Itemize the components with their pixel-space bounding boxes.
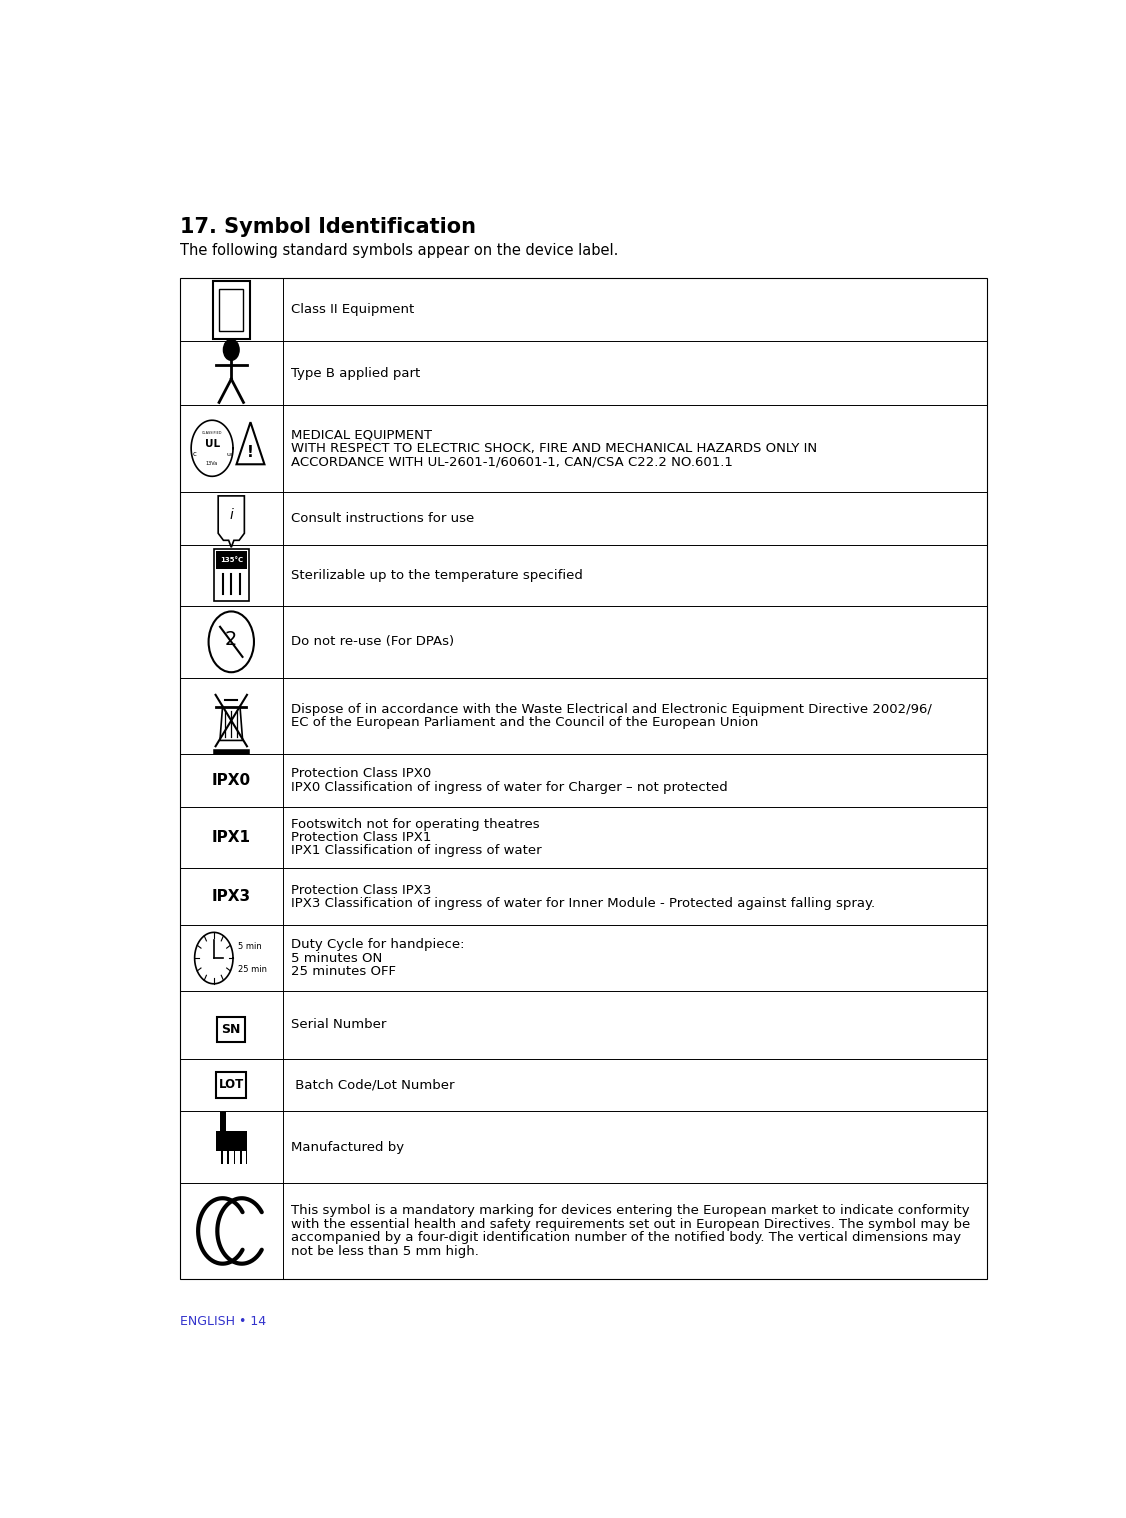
Circle shape — [223, 340, 239, 360]
Text: Protection Class IPX3: Protection Class IPX3 — [292, 883, 431, 897]
Text: Serial Number: Serial Number — [292, 1019, 386, 1031]
Bar — [235, 1151, 240, 1164]
Text: not be less than 5 mm high.: not be less than 5 mm high. — [292, 1245, 480, 1257]
Bar — [220, 288, 243, 331]
Text: Dispose of in accordance with the Waste Electrical and Electronic Equipment Dire: Dispose of in accordance with the Waste … — [292, 703, 932, 715]
Text: Manufactured by: Manufactured by — [292, 1142, 404, 1154]
Text: IPX3: IPX3 — [212, 890, 251, 905]
Bar — [216, 1072, 247, 1098]
Bar — [223, 1151, 227, 1164]
Text: 17. Symbol Identification: 17. Symbol Identification — [180, 217, 476, 237]
Bar — [215, 551, 247, 569]
Text: MEDICAL EQUIPMENT: MEDICAL EQUIPMENT — [292, 428, 432, 442]
Text: Protection Class IPX1: Protection Class IPX1 — [292, 830, 431, 844]
Text: ACCORDANCE WITH UL-2601-1/60601-1, CAN/CSA C22.2 NO.601.1: ACCORDANCE WITH UL-2601-1/60601-1, CAN/C… — [292, 455, 733, 468]
Text: Footswitch not for operating theatres: Footswitch not for operating theatres — [292, 818, 539, 830]
Text: Type B applied part: Type B applied part — [292, 367, 420, 380]
Text: 2: 2 — [225, 630, 238, 650]
Text: 5 min: 5 min — [239, 941, 262, 950]
Text: c: c — [193, 451, 196, 457]
Text: Duty Cycle for handpiece:: Duty Cycle for handpiece: — [292, 938, 465, 952]
Text: CLASSIFIED: CLASSIFIED — [202, 431, 222, 434]
Text: us: us — [226, 452, 233, 457]
Text: ENGLISH • 14: ENGLISH • 14 — [180, 1315, 266, 1328]
Bar — [213, 281, 250, 339]
Text: i: i — [230, 507, 233, 522]
Bar — [242, 1151, 247, 1164]
Text: The following standard symbols appear on the device label.: The following standard symbols appear on… — [180, 243, 618, 258]
Text: !: ! — [247, 445, 253, 460]
Text: 13Va: 13Va — [206, 461, 218, 466]
Text: IPX1: IPX1 — [212, 830, 251, 846]
Text: LOT: LOT — [218, 1078, 244, 1091]
Text: accompanied by a four-digit identification number of the notified body. The vert: accompanied by a four-digit identificati… — [292, 1231, 962, 1245]
Text: IPX0 Classification of ingress of water for Charger – not protected: IPX0 Classification of ingress of water … — [292, 780, 729, 794]
Text: SN: SN — [222, 1023, 241, 1035]
Text: IPX0: IPX0 — [212, 773, 251, 788]
Bar — [217, 1017, 245, 1043]
Text: 25 min: 25 min — [239, 965, 267, 975]
Text: Do not re-use (For DPAs): Do not re-use (For DPAs) — [292, 636, 455, 648]
Text: UL: UL — [205, 439, 220, 449]
Bar — [229, 1151, 233, 1164]
Bar — [216, 1151, 221, 1164]
Text: 25 minutes OFF: 25 minutes OFF — [292, 965, 396, 978]
Text: This symbol is a mandatory marking for devices entering the European market to i: This symbol is a mandatory marking for d… — [292, 1204, 969, 1217]
Text: EC of the European Parliament and the Council of the European Union: EC of the European Parliament and the Co… — [292, 716, 759, 729]
Text: Sterilizable up to the temperature specified: Sterilizable up to the temperature speci… — [292, 569, 583, 581]
Text: Class II Equipment: Class II Equipment — [292, 304, 414, 316]
Text: with the essential health and safety requirements set out in European Directives: with the essential health and safety req… — [292, 1217, 971, 1231]
Text: Batch Code/Lot Number: Batch Code/Lot Number — [292, 1078, 455, 1091]
Bar — [180, 278, 988, 1278]
Text: Protection Class IPX0: Protection Class IPX0 — [292, 767, 431, 780]
Text: IPX3 Classification of ingress of water for Inner Module - Protected against fal: IPX3 Classification of ingress of water … — [292, 897, 875, 909]
Text: IPX1 Classification of ingress of water: IPX1 Classification of ingress of water — [292, 844, 542, 858]
Text: 135°C: 135°C — [220, 557, 243, 563]
Text: WITH RESPECT TO ELECTRIC SHOCK, FIRE AND MECHANICAL HAZARDS ONLY IN: WITH RESPECT TO ELECTRIC SHOCK, FIRE AND… — [292, 442, 817, 455]
Bar — [215, 1131, 247, 1164]
Bar — [221, 1113, 226, 1131]
Text: 5 minutes ON: 5 minutes ON — [292, 952, 383, 964]
Bar — [214, 550, 249, 601]
Text: Consult instructions for use: Consult instructions for use — [292, 512, 474, 525]
